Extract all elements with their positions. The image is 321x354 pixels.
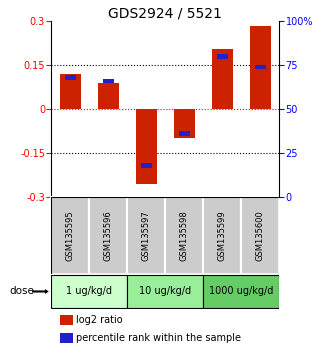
Bar bbox=[60, 74, 81, 109]
Title: GDS2924 / 5521: GDS2924 / 5521 bbox=[108, 6, 222, 20]
Text: GSM135595: GSM135595 bbox=[66, 210, 75, 261]
Text: GSM135599: GSM135599 bbox=[218, 210, 227, 261]
Bar bbox=[174, 109, 195, 138]
Bar bbox=[51, 275, 127, 308]
Text: GSM135597: GSM135597 bbox=[142, 210, 151, 261]
Text: GSM135598: GSM135598 bbox=[180, 210, 189, 261]
Text: dose: dose bbox=[10, 286, 34, 296]
Bar bbox=[212, 49, 233, 109]
Text: 10 ug/kg/d: 10 ug/kg/d bbox=[139, 286, 191, 296]
Bar bbox=[241, 197, 279, 274]
Bar bbox=[103, 79, 114, 83]
Bar bbox=[203, 197, 241, 274]
Bar bbox=[65, 75, 76, 80]
Bar bbox=[141, 163, 152, 167]
Bar bbox=[127, 197, 165, 274]
Bar bbox=[217, 54, 228, 59]
Bar bbox=[250, 25, 271, 109]
Text: GSM135600: GSM135600 bbox=[256, 210, 265, 261]
Text: GSM135596: GSM135596 bbox=[104, 210, 113, 261]
Bar bbox=[89, 197, 127, 274]
Bar bbox=[98, 83, 119, 109]
Text: log2 ratio: log2 ratio bbox=[76, 315, 123, 325]
Text: percentile rank within the sample: percentile rank within the sample bbox=[76, 333, 241, 343]
Bar bbox=[51, 197, 89, 274]
Text: 1 ug/kg/d: 1 ug/kg/d bbox=[66, 286, 112, 296]
Bar bbox=[165, 197, 203, 274]
Bar bbox=[179, 131, 190, 136]
Bar bbox=[60, 315, 73, 325]
Bar bbox=[136, 109, 157, 184]
Bar bbox=[127, 275, 203, 308]
Bar bbox=[255, 64, 265, 69]
Bar bbox=[60, 333, 73, 343]
Text: 1000 ug/kg/d: 1000 ug/kg/d bbox=[209, 286, 273, 296]
Bar bbox=[203, 275, 279, 308]
